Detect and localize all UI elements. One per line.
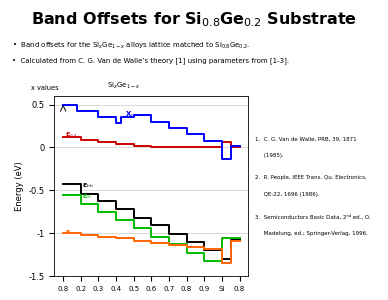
Text: •  Calculated from C. G. Van de Walle’s theory [1] using parameters from [1-3].: • Calculated from C. G. Van de Walle’s t… [12, 57, 289, 64]
Text: Band Offsets for Si$_{0.8}$Ge$_{0.2}$ Substrate: Band Offsets for Si$_{0.8}$Ge$_{0.2}$ Su… [31, 11, 357, 29]
Y-axis label: Energy (eV): Energy (eV) [15, 161, 24, 211]
Text: 2.  R. People, IEEE Trans. Qu. Electronics,: 2. R. People, IEEE Trans. Qu. Electronic… [255, 176, 367, 181]
Text: Si$_x$Ge$_{1-x}$: Si$_x$Ge$_{1-x}$ [107, 80, 141, 91]
Text: 1.  C. G. Van de Walle, PRB, 39, 1871: 1. C. G. Van de Walle, PRB, 39, 1871 [255, 136, 357, 142]
Text: •  Band offsets for the Si$_x$Ge$_{1-x}$ alloys lattice matched to Si$_{0.8}$Ge$: • Band offsets for the Si$_x$Ge$_{1-x}$ … [12, 40, 250, 51]
Text: Madelung, ed.; Springer-Verlag, 1996.: Madelung, ed.; Springer-Verlag, 1996. [255, 231, 368, 236]
Text: 3.  Semiconductors Basic Data, 2ⁿᵈ ed., O.: 3. Semiconductors Basic Data, 2ⁿᵈ ed., O… [255, 214, 371, 220]
Text: E$_{lh}$: E$_{lh}$ [81, 192, 92, 201]
Text: E$_{c,s}$: E$_{c,s}$ [65, 131, 78, 139]
Text: (1985).: (1985). [255, 153, 284, 158]
Text: QE-22, 1696 (1986).: QE-22, 1696 (1986). [255, 192, 320, 197]
Text: X$_c$: X$_c$ [125, 110, 135, 120]
Text: E$_{hh}$: E$_{hh}$ [81, 181, 93, 190]
Text: E$_{so}$: E$_{so}$ [65, 228, 76, 237]
Text: x values: x values [31, 85, 59, 91]
